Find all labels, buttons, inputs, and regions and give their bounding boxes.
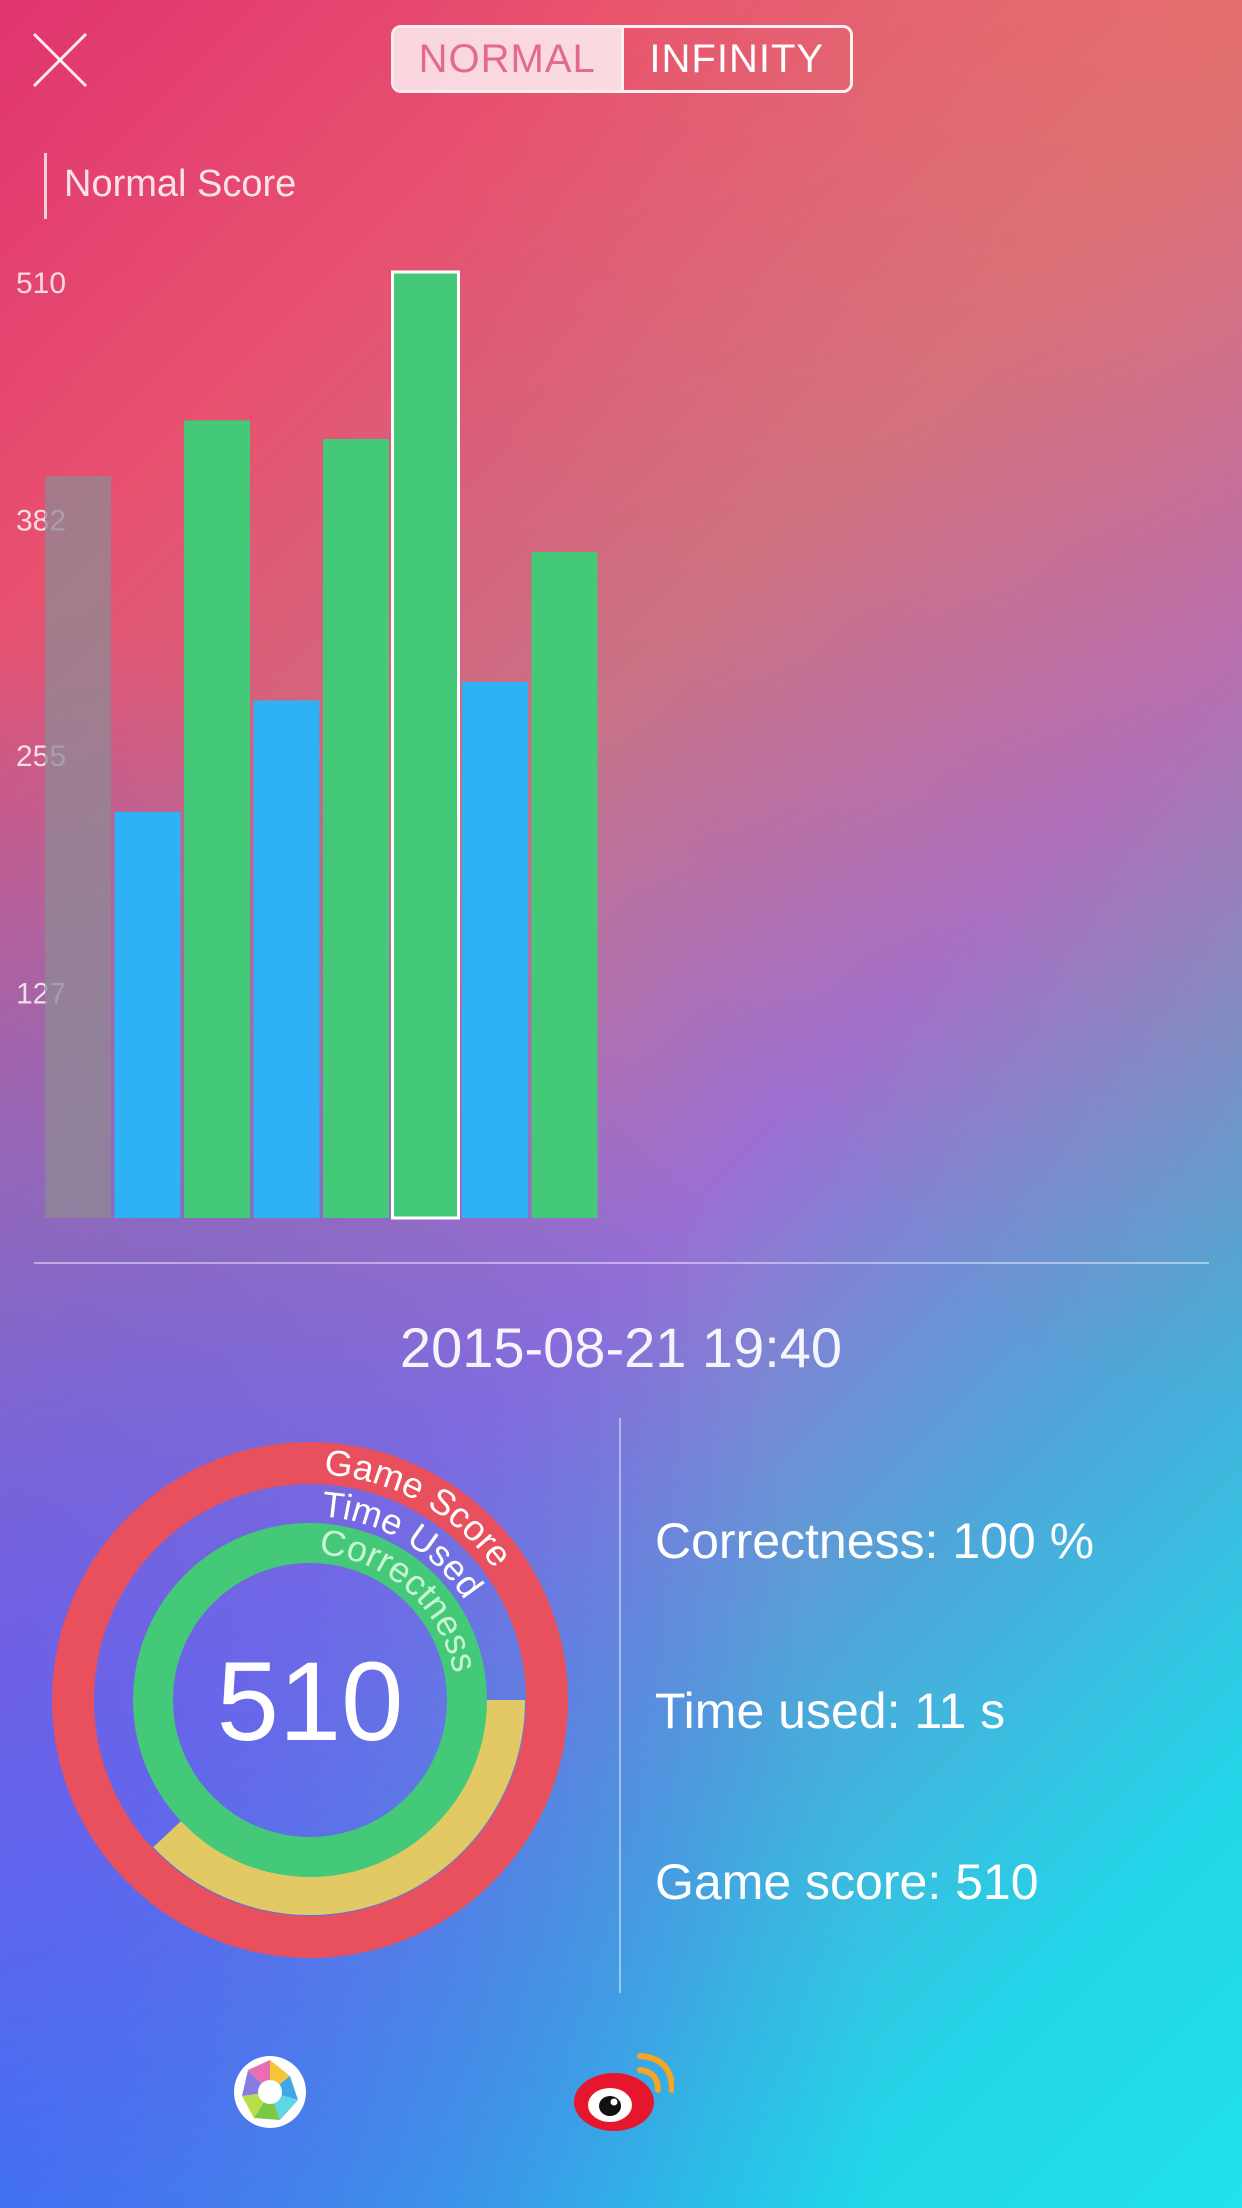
correctness-stat: Correctness: 100 % bbox=[655, 1513, 1095, 1569]
divider bbox=[34, 1262, 1209, 1264]
tab-normal[interactable]: NORMAL bbox=[394, 28, 621, 90]
chart-bar[interactable] bbox=[253, 700, 320, 1218]
weibo-icon bbox=[574, 2053, 675, 2131]
ring-score-value: 510 bbox=[217, 1639, 404, 1764]
game-score-stat: Game score: 510 bbox=[655, 1854, 1039, 1910]
record-datetime: 2015-08-21 19:40 bbox=[399, 1316, 843, 1379]
close-icon bbox=[32, 32, 88, 88]
chart-bar[interactable] bbox=[323, 438, 389, 1218]
game-score-ring bbox=[52, 1442, 568, 1958]
correctness-ring bbox=[133, 1523, 487, 1877]
share-weibo-button[interactable] bbox=[570, 2050, 675, 2139]
chart-bar[interactable] bbox=[45, 476, 111, 1219]
y-tick-label: 510 bbox=[16, 267, 66, 300]
chart-bar[interactable] bbox=[391, 270, 460, 1220]
section-title: Normal Score bbox=[64, 163, 297, 205]
time-used-stat: Time used: 11 s bbox=[655, 1683, 1006, 1739]
camera-aperture-icon bbox=[234, 2056, 306, 2128]
vertical-divider bbox=[619, 1418, 621, 1993]
close-button[interactable] bbox=[30, 30, 90, 90]
chart-bar[interactable] bbox=[462, 681, 528, 1218]
section-marker bbox=[44, 153, 47, 219]
chart-bar[interactable] bbox=[114, 811, 181, 1218]
chart-bar[interactable] bbox=[184, 420, 250, 1218]
mode-switch: NORMAL INFINITY bbox=[391, 25, 853, 93]
share-camera-button[interactable] bbox=[232, 2054, 308, 2135]
chart-bar[interactable] bbox=[531, 552, 598, 1218]
tab-infinity[interactable]: INFINITY bbox=[620, 28, 851, 90]
time-used-arc bbox=[153, 1699, 525, 1915]
